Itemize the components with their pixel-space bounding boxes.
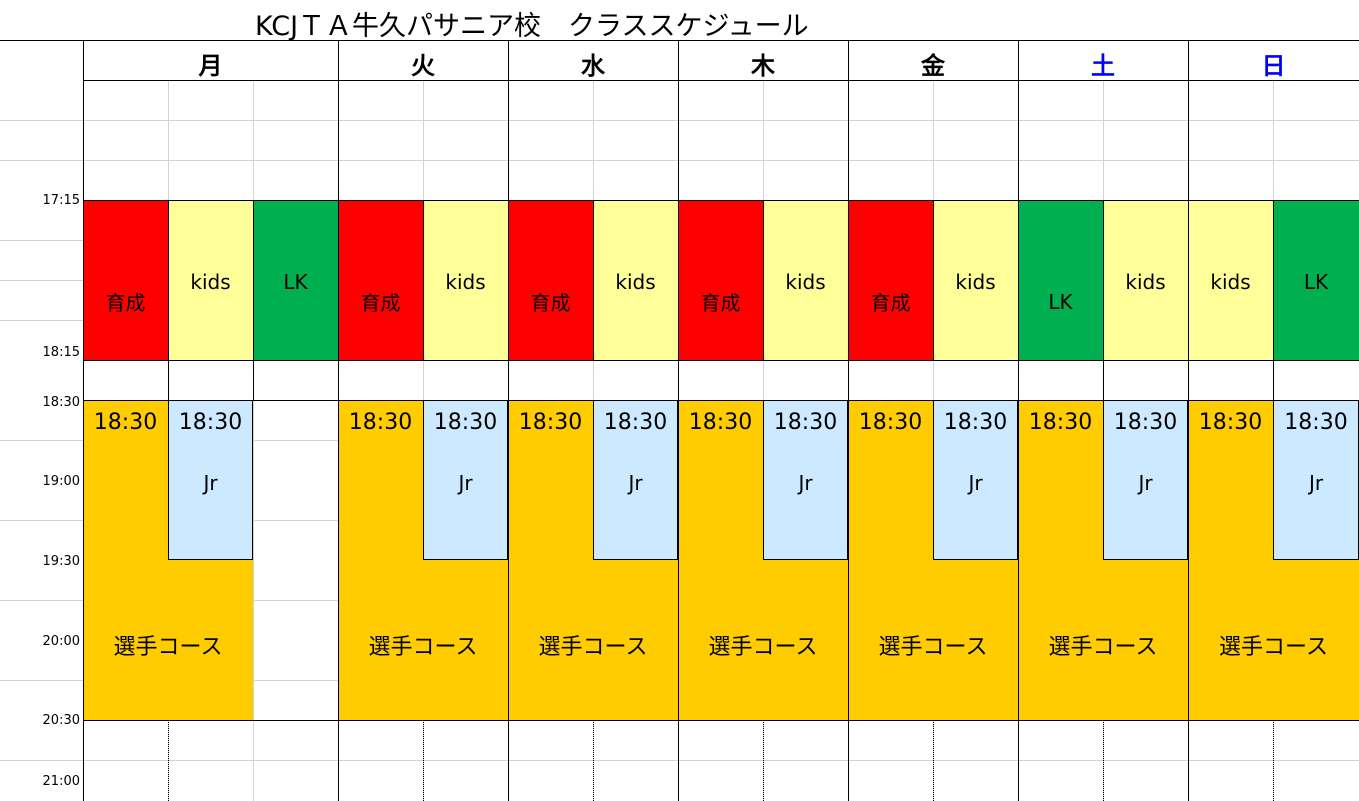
label-lk: LK xyxy=(283,270,308,294)
block-kids xyxy=(1103,200,1188,360)
day-header-fri: 金 xyxy=(921,52,945,80)
label-jr: Jr xyxy=(1308,471,1324,495)
label-senshu: 選手コース xyxy=(708,635,818,660)
label-kids: kids xyxy=(955,270,996,294)
label-start-time: 18:30 xyxy=(93,410,158,435)
label-kids: kids xyxy=(190,270,231,294)
block-jr xyxy=(763,400,848,560)
block-kids xyxy=(763,200,848,360)
label-jr: Jr xyxy=(1138,471,1153,495)
block-jr xyxy=(1103,400,1188,560)
day-header-sun: 日 xyxy=(1261,52,1286,80)
label-start-time: 18:30 xyxy=(773,410,838,435)
label-start-time: 18:30 xyxy=(348,410,413,435)
time-label: 17:15 xyxy=(42,193,80,208)
time-label: 18:15 xyxy=(42,345,80,360)
label-senshu: 選手コース xyxy=(113,635,223,660)
time-label: 20:00 xyxy=(42,634,80,649)
time-label: 20:30 xyxy=(42,713,80,728)
day-header-thu: 木 xyxy=(751,52,775,80)
label-senshu: 選手コース xyxy=(368,635,478,660)
time-label: 21:00 xyxy=(42,774,80,789)
label-jr: Jr xyxy=(628,471,643,495)
block-kids xyxy=(423,200,508,360)
label-start-time: 18:30 xyxy=(178,410,243,435)
label-ikusei: 育成 xyxy=(530,291,571,315)
block-jr xyxy=(933,400,1018,560)
label-kids: kids xyxy=(1125,270,1166,294)
time-label: 19:30 xyxy=(42,554,80,569)
label-jr: Jr xyxy=(798,471,813,495)
label-senshu: 選手コース xyxy=(1219,635,1328,660)
day-header-mon: 月 xyxy=(198,52,223,80)
block-kids xyxy=(593,200,678,360)
block-kids xyxy=(1188,200,1273,360)
label-ikusei: 育成 xyxy=(700,291,741,315)
block-kids xyxy=(168,200,253,360)
label-senshu: 選手コース xyxy=(538,635,648,660)
label-start-time: 18:30 xyxy=(943,410,1008,435)
label-start-time: 18:30 xyxy=(688,410,753,435)
label-ikusei: 育成 xyxy=(105,291,146,315)
block-ikusei xyxy=(508,200,593,360)
block-jr xyxy=(423,400,508,560)
label-ikusei: 育成 xyxy=(360,291,401,315)
label-jr: Jr xyxy=(968,471,983,495)
label-start-time: 18:30 xyxy=(858,410,923,435)
day-header-sat: 土 xyxy=(1091,52,1115,80)
label-kids: kids xyxy=(1210,270,1251,294)
label-senshu: 選手コース xyxy=(878,635,988,660)
label-start-time: 18:30 xyxy=(1198,410,1263,435)
label-senshu: 選手コース xyxy=(1048,635,1158,660)
label-start-time: 18:30 xyxy=(1113,410,1178,435)
label-kids: kids xyxy=(445,270,486,294)
time-label: 19:00 xyxy=(42,474,80,489)
label-lk: LK xyxy=(1048,290,1073,314)
label-start-time: 18:30 xyxy=(1028,410,1093,435)
label-start-time: 18:30 xyxy=(1284,410,1348,435)
day-header-tue: 火 xyxy=(411,52,435,80)
label-ikusei: 育成 xyxy=(870,291,911,315)
block-ikusei xyxy=(83,200,168,360)
label-start-time: 18:30 xyxy=(518,410,583,435)
schedule-title: KCJＴＡ牛久パサニア校 クラススケジュール xyxy=(255,11,809,42)
day-header-wed: 水 xyxy=(581,52,605,80)
schedule-title-bar: KCJＴＡ牛久パサニア校 クラススケジュール xyxy=(0,0,1359,42)
block-ikusei xyxy=(338,200,423,360)
block-lk xyxy=(1018,200,1103,360)
block-lk xyxy=(1273,200,1359,360)
label-kids: kids xyxy=(785,270,826,294)
block-lk xyxy=(253,200,338,360)
block-ikusei xyxy=(848,200,933,360)
label-start-time: 18:30 xyxy=(603,410,668,435)
label-start-time: 18:30 xyxy=(433,410,498,435)
block-kids xyxy=(933,200,1018,360)
label-jr: Jr xyxy=(458,471,473,495)
time-label: 18:30 xyxy=(42,395,80,410)
label-kids: kids xyxy=(615,270,656,294)
block-ikusei xyxy=(678,200,763,360)
label-lk: LK xyxy=(1303,270,1329,294)
label-jr: Jr xyxy=(203,471,218,495)
